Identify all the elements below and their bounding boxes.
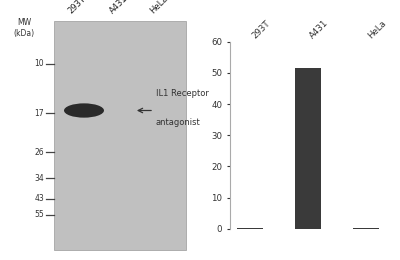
Text: 17: 17 — [34, 109, 44, 118]
Text: 34: 34 — [34, 174, 44, 183]
Text: IL1 Receptor: IL1 Receptor — [156, 88, 209, 98]
Bar — [237, 228, 263, 229]
Text: 293T: 293T — [66, 0, 87, 16]
Text: A431: A431 — [108, 0, 130, 16]
Bar — [353, 228, 379, 229]
Text: HeLa: HeLa — [148, 0, 170, 16]
Bar — [54, 21, 186, 250]
Bar — [295, 68, 321, 229]
Text: antagonist: antagonist — [156, 118, 201, 127]
Ellipse shape — [64, 103, 104, 118]
Text: 55: 55 — [34, 210, 44, 219]
Text: 43: 43 — [34, 194, 44, 203]
Text: 10: 10 — [34, 59, 44, 68]
Text: MW
(kDa): MW (kDa) — [14, 18, 34, 38]
Text: 26: 26 — [34, 148, 44, 157]
